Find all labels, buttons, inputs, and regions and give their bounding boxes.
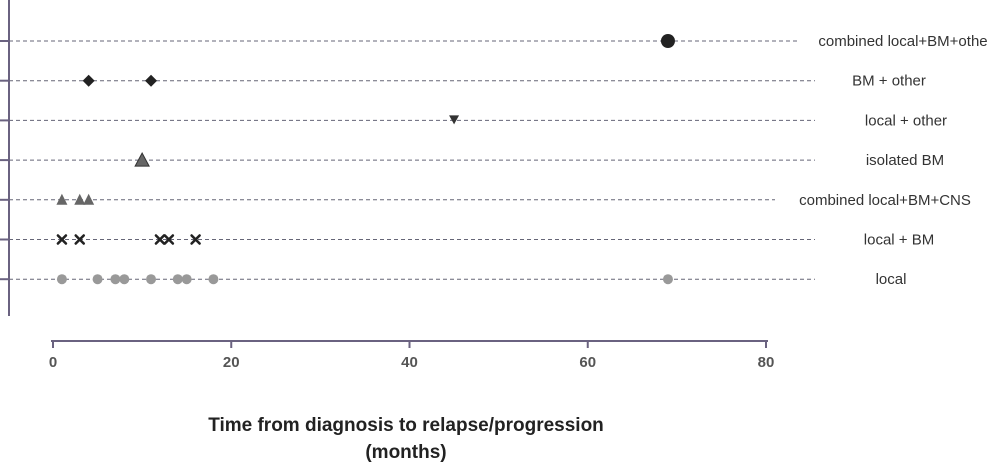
data-point <box>82 74 95 87</box>
data-point <box>154 234 166 245</box>
data-point <box>119 274 130 285</box>
data-point <box>662 274 673 285</box>
data-point <box>110 274 121 285</box>
data-point <box>56 193 68 205</box>
data-point <box>56 274 67 285</box>
x-tick-label: 20 <box>223 354 240 371</box>
data-point <box>449 115 460 125</box>
x-axis-ticks: 0 20 40 60 80 <box>49 341 775 371</box>
x-tick-label: 0 <box>49 354 57 371</box>
data-point <box>163 234 175 245</box>
category-labels: combined local+BM+othe BM + other local + … <box>799 33 988 288</box>
category-label: combined local+BM+othe <box>818 33 987 50</box>
data-point <box>146 274 157 285</box>
category-label: local + other <box>865 112 947 129</box>
data-point <box>56 234 68 245</box>
x-axis-title-line-2: (months) <box>365 442 446 463</box>
gridlines <box>9 40 815 280</box>
data-point <box>74 193 86 205</box>
data-point <box>74 234 86 245</box>
category-label: combined local+BM+CNS <box>799 192 971 209</box>
data-point <box>190 234 201 245</box>
x-tick-label: 40 <box>401 354 418 371</box>
data-point <box>92 274 103 285</box>
data-point <box>145 74 158 87</box>
data-point <box>660 34 675 48</box>
category-label: BM + other <box>852 73 926 90</box>
data-point <box>83 193 95 205</box>
data-point <box>172 274 183 285</box>
category-label: isolated BM <box>866 152 944 169</box>
x-axis-title-line-1: Time from diagnosis to relapse/progressi… <box>208 415 604 436</box>
x-tick-label: 80 <box>758 354 775 371</box>
data-point <box>134 152 150 167</box>
data-point <box>181 274 192 285</box>
category-label: local + BM <box>864 232 934 249</box>
y-axis-ticks <box>0 40 9 281</box>
data-point <box>208 274 219 285</box>
category-label: local <box>876 271 907 288</box>
x-tick-label: 60 <box>579 354 596 371</box>
data-points <box>56 34 675 285</box>
